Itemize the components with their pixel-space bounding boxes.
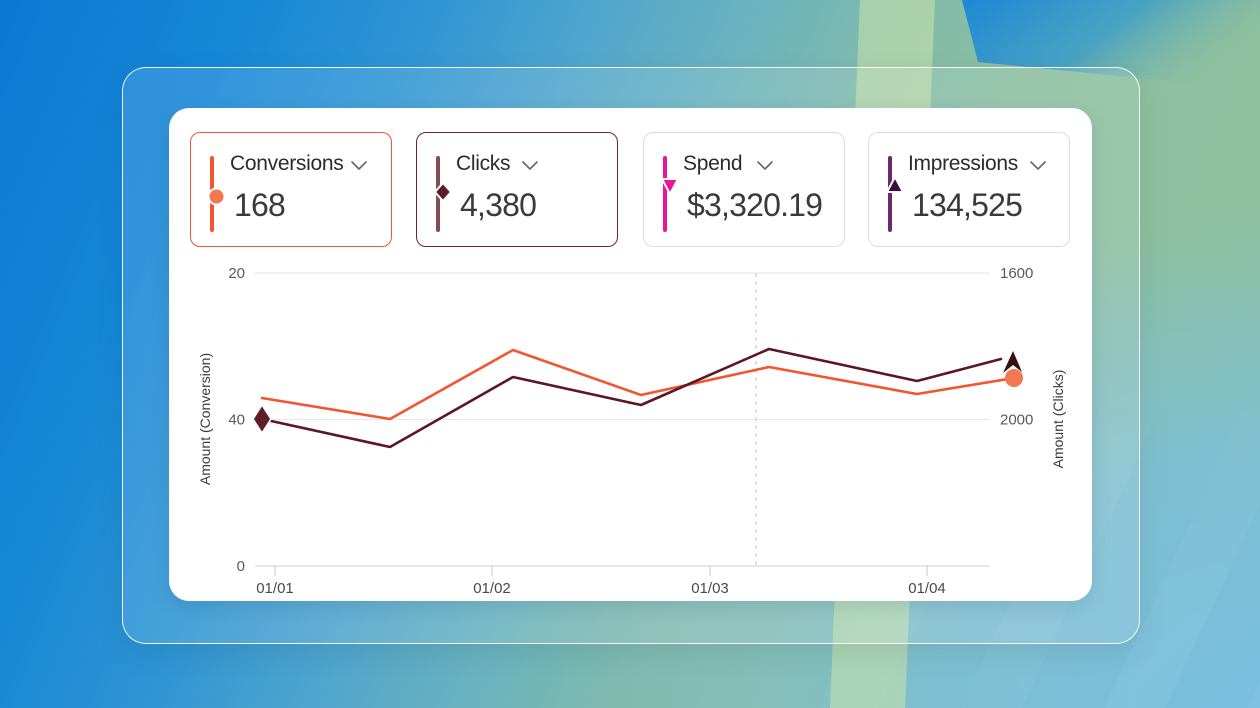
svg-text:01/01: 01/01 — [256, 580, 294, 597]
svg-text:01/04: 01/04 — [908, 580, 946, 597]
svg-text:Amount (Clicks): Amount (Clicks) — [1050, 370, 1066, 469]
svg-text:20: 20 — [228, 265, 245, 282]
svg-text:2000: 2000 — [1000, 412, 1033, 429]
svg-text:01/02: 01/02 — [473, 580, 511, 597]
svg-text:40: 40 — [228, 412, 245, 429]
svg-text:0: 0 — [237, 558, 245, 575]
svg-text:Amount (Conversion): Amount (Conversion) — [197, 353, 213, 485]
svg-text:01/03: 01/03 — [691, 580, 729, 597]
svg-text:1600: 1600 — [1000, 265, 1033, 282]
